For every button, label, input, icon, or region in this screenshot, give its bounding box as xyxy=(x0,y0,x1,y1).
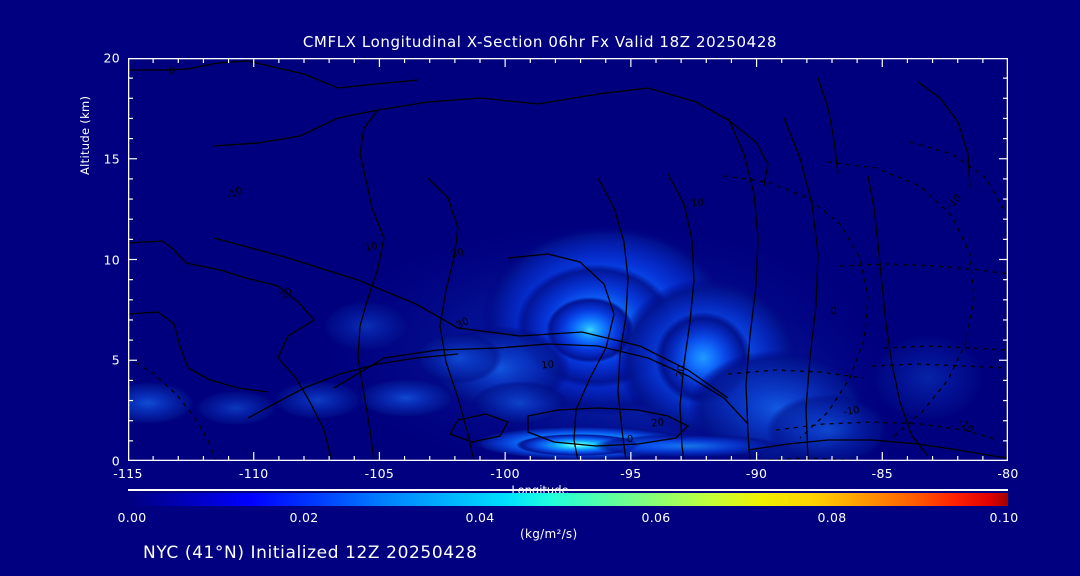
contour-neg20-right xyxy=(827,161,975,439)
contour-0-right xyxy=(783,117,819,461)
colorbar-units-label: (kg/m²/s) xyxy=(520,527,578,541)
colorbar-gradient xyxy=(128,493,1008,506)
contour-label-10-a: 10 xyxy=(364,241,379,254)
colorbar-top-rule xyxy=(128,489,1008,491)
contour-20-surface xyxy=(527,407,690,447)
contour-30-right xyxy=(507,253,615,461)
cross-section-svg: 0 -10 10 20 20 30 10 20 10 20 0 0 -10 -1… xyxy=(128,58,1008,461)
y-tick-label: 20 xyxy=(103,50,120,66)
contour-label-30-a: 30 xyxy=(455,316,471,331)
contour-labels: 0 -10 10 20 20 30 10 20 10 20 0 0 -10 -1… xyxy=(169,66,976,445)
contour-10-left xyxy=(128,240,333,461)
contour-label-20-b: 20 xyxy=(450,247,464,260)
contour-10-mid-left xyxy=(357,109,385,461)
contour-20-surface-west xyxy=(449,413,509,443)
x-tick-label: -80 xyxy=(997,466,1019,481)
contour-10-upper xyxy=(213,87,769,187)
contour-neg10-left xyxy=(128,357,217,461)
contour-20-left xyxy=(427,177,475,461)
contour-label-0: 0 xyxy=(169,66,175,77)
axis-ticks xyxy=(128,58,1008,461)
contour-label-0-surface: 0 xyxy=(627,434,633,445)
colorbar xyxy=(128,493,1008,506)
contour-lines xyxy=(128,60,1008,461)
contour-30-lower xyxy=(333,343,749,425)
contour-label-10-c: 10 xyxy=(541,359,555,371)
footer-caption: NYC (41°N) Initialized 12Z 20250428 xyxy=(143,543,478,563)
contour-10-right xyxy=(727,117,759,461)
y-tick-label: 15 xyxy=(103,151,120,167)
contour-label-neg10-d: -10 xyxy=(843,405,861,419)
contour-label-0-b: 0 xyxy=(830,306,838,318)
contour-label-10-b: 10 xyxy=(691,197,705,209)
y-tick-label: 5 xyxy=(111,352,120,368)
contour-10-surface-east xyxy=(747,439,1008,459)
colorbar-tick-label: 0.08 xyxy=(817,510,847,525)
x-tick-label: -115 xyxy=(113,466,143,481)
contour-10-slope xyxy=(247,353,459,419)
page-title: CMFLX Longitudinal X-Section 06hr Fx Val… xyxy=(302,33,778,51)
contour-0-top xyxy=(128,60,419,89)
colorbar-tick-label: 0.04 xyxy=(465,510,495,525)
colorbar-tick-label: 0.10 xyxy=(989,510,1019,525)
colorbar-tick-label: 0.02 xyxy=(289,510,319,525)
y-tick-label: 10 xyxy=(103,252,120,267)
colorbar-tick-label: 0.06 xyxy=(641,510,671,525)
contour-neg10-right xyxy=(723,175,869,439)
contour-20-lower xyxy=(213,237,729,399)
contour-10-far-left xyxy=(128,311,269,393)
colorbar-tick-label: 0.00 xyxy=(117,510,147,525)
contour-label-20-e: 20 xyxy=(651,417,665,429)
contour-0-right-top xyxy=(817,77,839,175)
x-tick-label: -105 xyxy=(364,466,395,481)
contour-neg-band-d xyxy=(775,421,999,441)
contour-neg20-right-top xyxy=(909,141,1005,211)
y-axis-label: Altitude (km) xyxy=(78,95,92,175)
contour-neg-band-b xyxy=(883,345,1008,351)
x-tick-label: -100 xyxy=(490,466,520,481)
x-tick-label: -110 xyxy=(238,466,269,481)
x-tick-label: -95 xyxy=(620,466,642,481)
contour-label-20-c: 20 xyxy=(675,364,688,378)
shaded-flux-field xyxy=(128,213,986,461)
x-tick-label: -85 xyxy=(871,466,893,481)
contour-30-core xyxy=(597,177,629,461)
x-tick-label: -90 xyxy=(745,466,768,481)
plot-area: 0 -10 10 20 20 30 10 20 10 20 0 0 -10 -1… xyxy=(128,58,1008,461)
